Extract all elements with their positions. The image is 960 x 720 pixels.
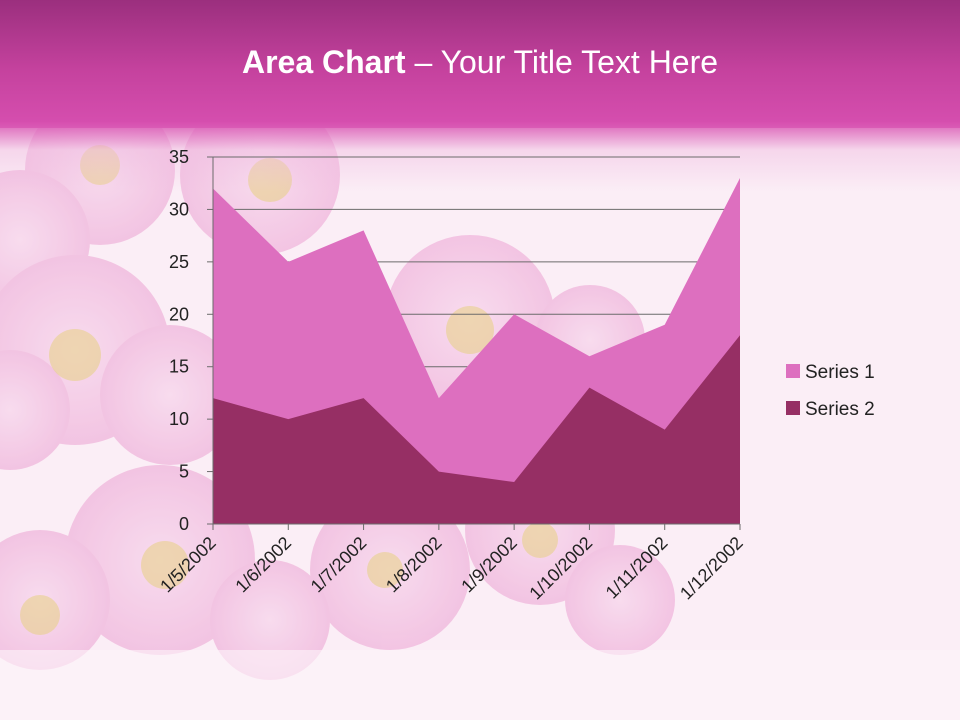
legend-label-1: Series 1	[805, 362, 875, 383]
y-tick-label: 10	[169, 409, 189, 429]
x-tick-label: 1/6/2002	[231, 533, 295, 597]
slide-title-rest: – Your Title Text Here	[405, 44, 719, 80]
x-tick-label: 1/10/2002	[525, 533, 596, 604]
slide-title: Area Chart – Your Title Text Here	[0, 40, 960, 84]
y-tick-label: 0	[179, 514, 189, 534]
y-tick-label: 5	[179, 462, 189, 482]
x-tick-label: 1/7/2002	[307, 533, 371, 597]
y-tick-label: 20	[169, 304, 189, 324]
y-tick-label: 25	[169, 252, 189, 272]
legend-label-2: Series 2	[805, 399, 875, 420]
title-bar	[0, 0, 960, 128]
series-area-2	[213, 335, 740, 524]
slide-title-bold: Area Chart	[241, 44, 406, 80]
x-tick-label: 1/8/2002	[382, 533, 446, 597]
x-tick-label: 1/12/2002	[676, 533, 747, 604]
y-tick-label: 35	[169, 147, 189, 167]
x-tick-label: 1/11/2002	[602, 533, 672, 603]
x-tick-label: 1/9/2002	[457, 533, 521, 597]
legend-swatch-1	[786, 364, 800, 378]
legend-swatch-2	[786, 401, 800, 415]
y-tick-label: 15	[169, 357, 189, 377]
x-tick-label: 1/5/2002	[156, 533, 220, 597]
y-tick-label: 30	[169, 199, 189, 219]
